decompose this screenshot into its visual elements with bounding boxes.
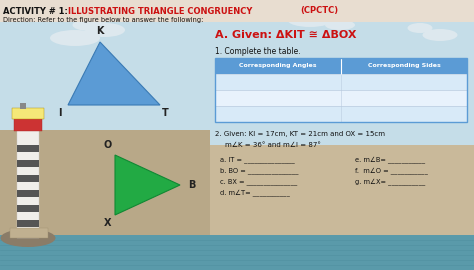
FancyBboxPatch shape [0,130,210,245]
Text: b. BO = _______________: b. BO = _______________ [220,168,299,174]
Text: f.  m∠O = ___________: f. m∠O = ___________ [355,167,428,174]
FancyBboxPatch shape [215,106,467,122]
Ellipse shape [422,29,457,41]
FancyBboxPatch shape [17,160,39,167]
FancyBboxPatch shape [215,90,467,106]
Text: a. IT = _______________: a. IT = _______________ [220,157,295,163]
FancyBboxPatch shape [0,0,474,145]
Ellipse shape [325,20,355,30]
Text: ILLUSTRATING TRIANGLE CONGRUENCY: ILLUSTRATING TRIANGLE CONGRUENCY [68,6,255,15]
FancyBboxPatch shape [14,118,42,131]
Text: ACTIVITY # 1:: ACTIVITY # 1: [3,6,68,15]
Ellipse shape [85,23,125,37]
Text: m∠K = 36° and m∠I = 87°: m∠K = 36° and m∠I = 87° [225,142,321,148]
Text: (CPCTC): (CPCTC) [300,6,338,15]
Text: K: K [96,26,104,36]
Ellipse shape [50,30,100,46]
FancyBboxPatch shape [17,130,39,238]
Text: 2. Given: KI = 17cm, KT = 21cm and OX = 15cm: 2. Given: KI = 17cm, KT = 21cm and OX = … [215,131,385,137]
Text: T: T [162,108,168,118]
Text: d. m∠T= ___________: d. m∠T= ___________ [220,190,290,197]
Text: Corresponding Angles: Corresponding Angles [239,63,317,69]
Text: Direction: Refer to the figure below to answer the following:: Direction: Refer to the figure below to … [3,17,203,23]
Ellipse shape [73,19,108,31]
FancyBboxPatch shape [17,205,39,212]
Ellipse shape [0,229,55,247]
Ellipse shape [331,8,369,20]
FancyBboxPatch shape [0,235,474,270]
Text: I: I [58,108,62,118]
FancyBboxPatch shape [17,190,39,197]
FancyBboxPatch shape [215,74,467,90]
Text: Corresponding Sides: Corresponding Sides [368,63,440,69]
FancyBboxPatch shape [0,0,474,22]
Polygon shape [68,42,160,105]
Text: 1. Complete the table.: 1. Complete the table. [215,48,301,56]
FancyBboxPatch shape [17,145,39,152]
Text: X: X [104,218,112,228]
Text: O: O [104,140,112,150]
FancyBboxPatch shape [215,58,467,74]
FancyBboxPatch shape [17,220,39,227]
FancyBboxPatch shape [17,175,39,182]
FancyBboxPatch shape [20,103,26,109]
FancyBboxPatch shape [10,228,48,238]
Text: c. BX = _______________: c. BX = _______________ [220,179,297,185]
Text: A. Given: ΔKIT ≅ ΔBOX: A. Given: ΔKIT ≅ ΔBOX [215,30,356,40]
FancyBboxPatch shape [12,108,44,119]
Text: B: B [188,180,195,190]
Text: g. m∠X= ___________: g. m∠X= ___________ [355,178,425,185]
Polygon shape [115,155,180,215]
Text: e. m∠B= ___________: e. m∠B= ___________ [355,157,425,163]
Ellipse shape [408,23,432,33]
Ellipse shape [288,13,332,27]
